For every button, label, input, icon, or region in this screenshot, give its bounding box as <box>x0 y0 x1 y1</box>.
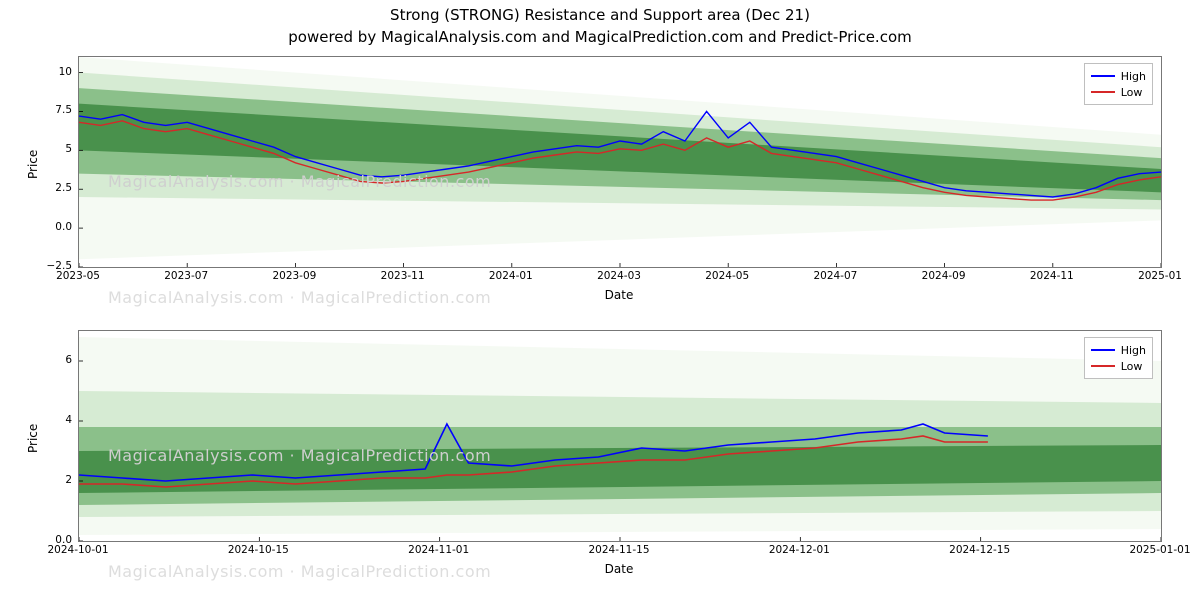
y-tick-label: 6 <box>22 354 72 366</box>
chart-panel-1: High Low <box>78 56 1162 268</box>
figure: Strong (STRONG) Resistance and Support a… <box>0 0 1200 600</box>
legend-label: Low <box>1121 360 1143 373</box>
x-tick-label: 2024-11-15 <box>579 544 659 556</box>
legend-label: Low <box>1121 86 1143 99</box>
legend-item: Low <box>1091 358 1146 374</box>
y-tick-label: 2 <box>22 474 72 486</box>
chart-title: Strong (STRONG) Resistance and Support a… <box>0 6 1200 24</box>
x-tick-label: 2024-03 <box>579 270 659 282</box>
legend-item: High <box>1091 68 1146 84</box>
y-tick-label: 0.0 <box>22 221 72 233</box>
x-tick-label: 2024-11-01 <box>399 544 479 556</box>
legend-swatch <box>1091 349 1115 351</box>
x-tick-label: 2024-05 <box>687 270 767 282</box>
legend-item: High <box>1091 342 1146 358</box>
x-tick-label: 2024-10-01 <box>38 544 118 556</box>
x-tick-label: 2024-09 <box>904 270 984 282</box>
x-tick-label: 2024-07 <box>795 270 875 282</box>
chart-svg-2 <box>79 331 1161 541</box>
y-tick-label: 5 <box>22 143 72 155</box>
x-tick-label: 2025-01-01 <box>1120 544 1200 556</box>
x-tick-label: 2023-09 <box>254 270 334 282</box>
legend: High Low <box>1084 337 1153 379</box>
legend: High Low <box>1084 63 1153 105</box>
legend-item: Low <box>1091 84 1146 100</box>
legend-label: High <box>1121 344 1146 357</box>
chart-panel-2: High Low <box>78 330 1162 542</box>
y-tick-label: 4 <box>22 414 72 426</box>
chart-subtitle: powered by MagicalAnalysis.com and Magic… <box>0 28 1200 46</box>
x-tick-label: 2024-11 <box>1012 270 1092 282</box>
x-tick-label: 2024-12-15 <box>940 544 1020 556</box>
legend-swatch <box>1091 365 1115 367</box>
y-tick-label: 10 <box>22 66 72 78</box>
x-tick-label: 2024-01 <box>471 270 551 282</box>
x-tick-label: 2025-01 <box>1120 270 1200 282</box>
legend-swatch <box>1091 91 1115 93</box>
legend-label: High <box>1121 70 1146 83</box>
y-tick-label: 7.5 <box>22 104 72 116</box>
x-tick-label: 2023-05 <box>38 270 118 282</box>
y-tick-label: 2.5 <box>22 182 72 194</box>
y-axis-label-2: Price <box>26 424 40 453</box>
x-tick-label: 2024-10-15 <box>218 544 298 556</box>
x-tick-label: 2023-07 <box>146 270 226 282</box>
x-tick-label: 2023-11 <box>363 270 443 282</box>
x-axis-label-1: Date <box>78 288 1160 302</box>
x-axis-label-2: Date <box>78 562 1160 576</box>
chart-svg-1 <box>79 57 1161 267</box>
x-tick-label: 2024-12-01 <box>759 544 839 556</box>
legend-swatch <box>1091 75 1115 77</box>
